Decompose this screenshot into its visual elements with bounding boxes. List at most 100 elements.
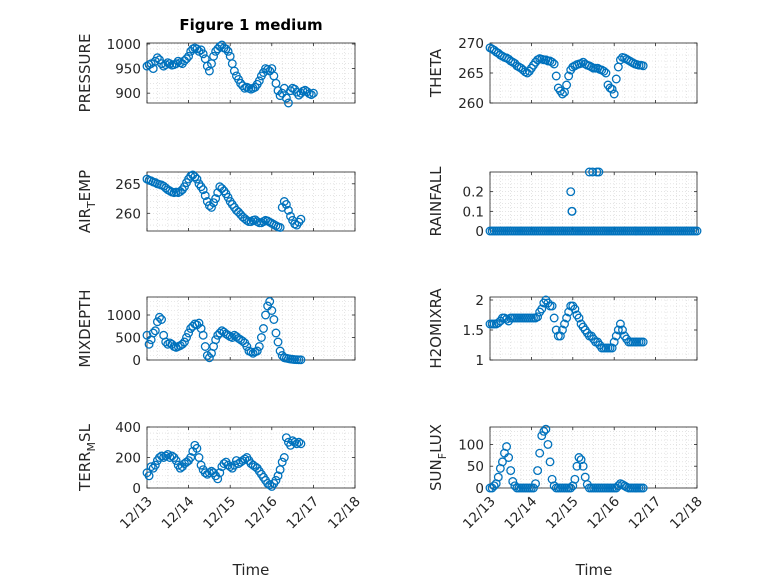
data-point — [489, 481, 499, 491]
axes-box — [146, 171, 356, 232]
data-point — [586, 62, 596, 72]
data-point — [157, 59, 167, 69]
data-point — [296, 355, 306, 365]
x-tick-label: 12/14 — [501, 494, 540, 533]
data-point — [196, 460, 206, 470]
y-axis-label: THETA — [427, 48, 445, 98]
y-axis-label: RAINFALL — [427, 166, 445, 237]
y-tick-label: 0 — [132, 481, 141, 497]
data-point — [194, 318, 204, 328]
data-point — [283, 98, 293, 108]
data-point — [223, 192, 233, 202]
data-point — [192, 443, 202, 453]
data-point — [265, 480, 275, 490]
y-axis-label-main: MIXDEPTH — [76, 289, 94, 367]
data-point — [215, 468, 225, 478]
data-point — [594, 167, 604, 177]
panel-theta: 260 265 270 THETA — [427, 36, 698, 112]
data-point — [618, 325, 627, 335]
data-point — [221, 44, 231, 54]
x-axis-label-right: Time — [575, 561, 613, 579]
data-point — [609, 337, 619, 347]
data-point — [273, 471, 283, 481]
y-axis-label-rest: SL — [76, 423, 94, 442]
data-point — [144, 471, 154, 481]
data-point — [283, 205, 293, 215]
data-point — [531, 479, 540, 489]
data-point — [574, 313, 584, 323]
y-axis-label-main: AIR — [76, 208, 94, 233]
data-point — [535, 448, 545, 458]
y-tick-label: 50 — [467, 459, 484, 475]
data-point — [562, 80, 572, 90]
panel-pressure: 900 950 1000 PRESSURE — [76, 34, 356, 113]
data-point — [263, 65, 273, 75]
data-point — [611, 74, 621, 84]
y-tick-label: 950 — [115, 62, 141, 78]
panel-terr_msl: 12/13 12/14 12/15 12/16 12/17 12/18 0 200 400 TER… — [76, 420, 364, 532]
data-point — [308, 88, 318, 98]
series-terr_msl — [142, 433, 306, 491]
data-point — [204, 353, 214, 363]
data-point — [265, 297, 275, 306]
data-point — [202, 197, 212, 206]
y-axis-label-main: PRESSURE — [76, 34, 94, 113]
data-point — [545, 457, 555, 467]
data-point — [286, 211, 295, 221]
y-tick-label: 260 — [115, 206, 141, 222]
data-point — [152, 53, 162, 63]
panel-sun_flux: 12/13 12/14 12/15 12/16 12/17 12/18 0 50 100 SUNF… — [427, 424, 706, 532]
data-point — [296, 214, 306, 224]
data-point — [254, 76, 264, 86]
data-point — [296, 439, 306, 449]
data-point — [184, 51, 194, 61]
data-point — [605, 83, 615, 93]
data-point — [240, 454, 250, 464]
data-point — [256, 333, 266, 342]
x-tick-label: 12/16 — [242, 494, 281, 533]
series-air_temp — [142, 170, 306, 232]
data-point — [574, 453, 584, 462]
data-point — [564, 71, 574, 81]
data-point — [229, 66, 239, 76]
data-point — [607, 84, 617, 94]
y-axis-label: MIXDEPTH — [76, 289, 94, 367]
data-point — [567, 206, 577, 216]
data-point — [578, 461, 588, 471]
data-point — [609, 89, 619, 99]
data-point — [252, 346, 262, 356]
data-point — [227, 333, 237, 342]
y-axis-label: SUNFLUX — [427, 424, 449, 491]
data-point — [570, 304, 580, 314]
data-point — [566, 187, 576, 197]
figure-title: Figure 1 medium — [179, 16, 322, 34]
x-tick-label: 12/13 — [460, 494, 499, 533]
axes-box — [489, 171, 698, 232]
y-axis-label-main: RAINFALL — [427, 166, 445, 237]
data-point — [211, 335, 221, 345]
y-axis-label-main: THETA — [427, 48, 445, 98]
data-point — [599, 66, 609, 76]
data-point — [502, 442, 512, 452]
y-tick-label: 0 — [132, 353, 141, 369]
data-point — [547, 301, 557, 311]
series-pressure — [142, 40, 318, 108]
data-point — [161, 337, 171, 347]
data-point — [225, 462, 235, 472]
data-point — [273, 337, 283, 347]
data-point — [506, 466, 516, 476]
data-point — [150, 460, 160, 470]
series-h2omixra — [485, 295, 648, 353]
grid — [489, 297, 698, 361]
data-point — [179, 182, 189, 192]
data-point — [638, 61, 648, 71]
data-point — [198, 185, 208, 195]
data-point — [254, 342, 264, 351]
data-point — [638, 337, 648, 347]
data-point — [171, 59, 181, 69]
grid — [146, 171, 356, 232]
data-point — [275, 223, 285, 232]
series-mixdepth — [142, 297, 306, 365]
axes-box — [146, 296, 356, 361]
